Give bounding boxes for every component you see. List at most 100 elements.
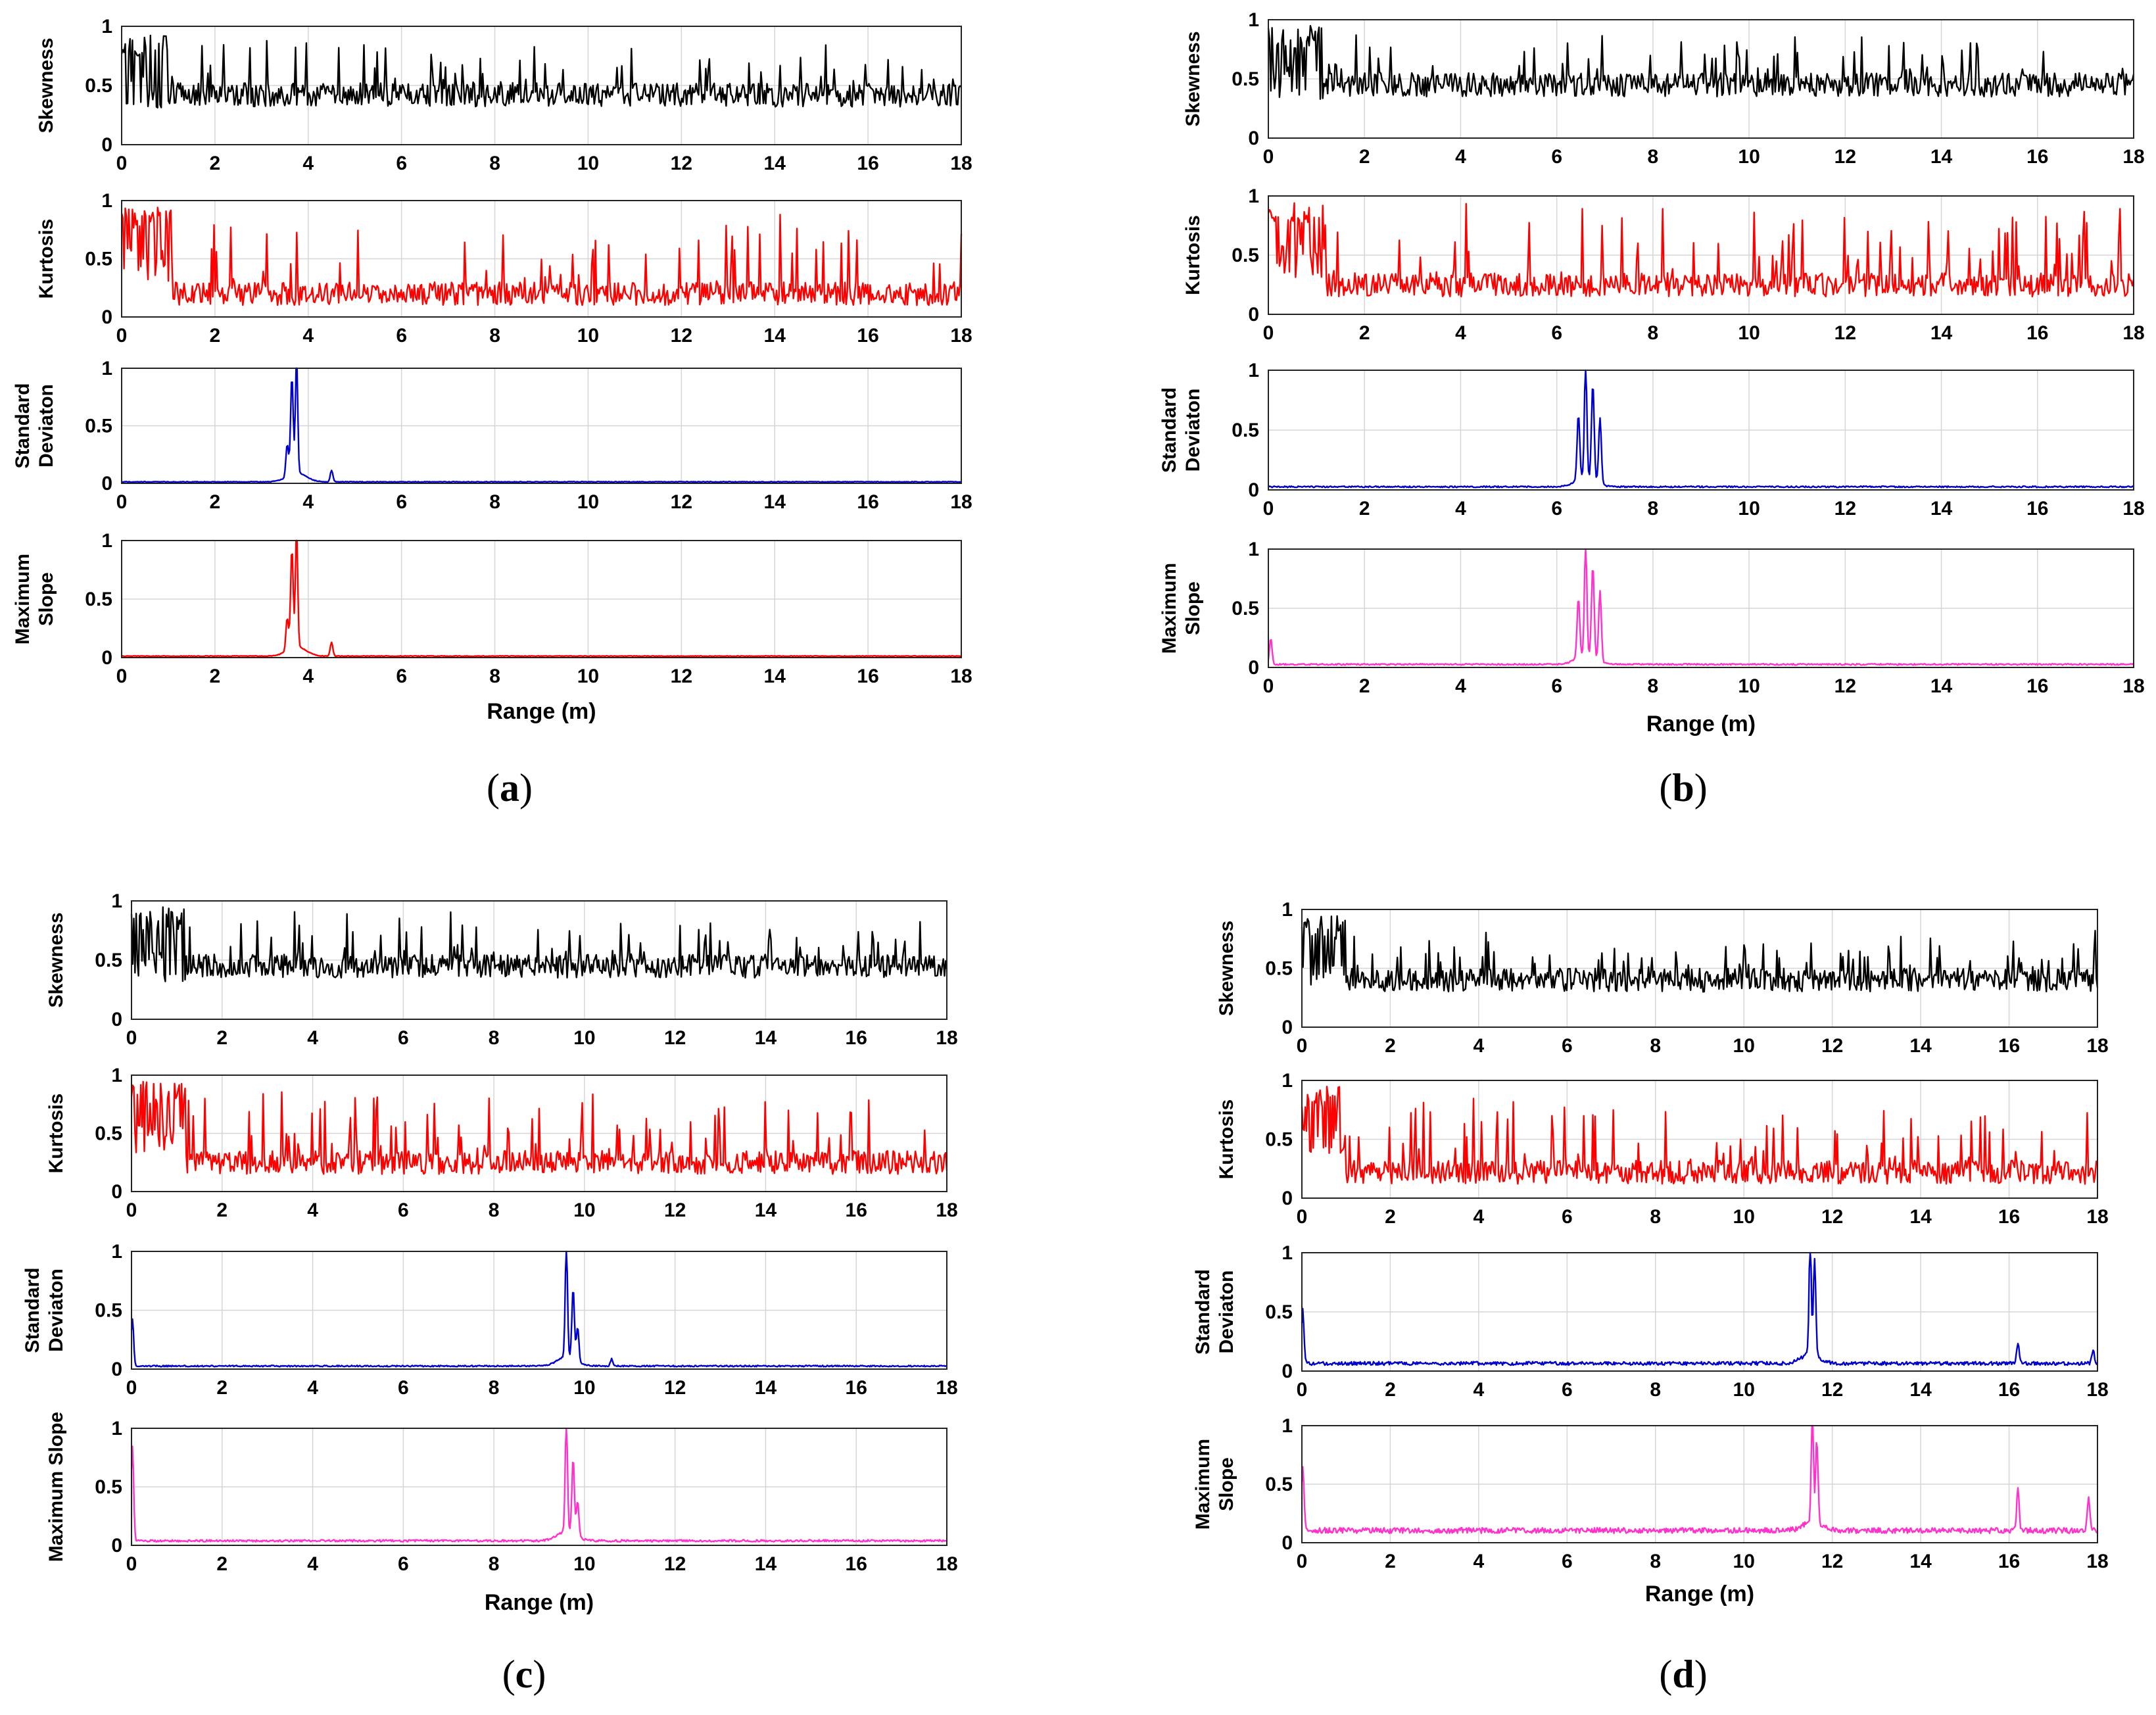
x-tick-label: 0	[116, 153, 128, 174]
x-tick-label: 2	[1359, 146, 1370, 168]
x-tick-label: 12	[664, 1377, 686, 1399]
y-axis-label-line: Deviaton	[1216, 1270, 1237, 1354]
x-tick-label: 18	[2086, 1035, 2108, 1057]
x-tick-label: 0	[116, 491, 128, 513]
x-tick-label: 18	[936, 1377, 957, 1399]
y-axis-label: Skewness	[1182, 31, 1204, 126]
caption-paren-close: )	[519, 766, 533, 809]
x-tick-label: 4	[307, 1377, 318, 1399]
x-tick-label: 16	[846, 1377, 867, 1399]
y-tick-label: 0	[1248, 304, 1259, 326]
y-tick-label: 0.5	[85, 75, 112, 97]
subplot-a-2: 0 2 4 6 8 10 12 14 16 18 0 0.5 1 Kurtosis	[36, 190, 972, 347]
y-tick-label: 0	[1248, 479, 1259, 501]
y-tick-label: 1	[1282, 1070, 1293, 1092]
x-tick-label: 2	[1359, 498, 1370, 519]
x-tick-label: 6	[1562, 1206, 1573, 1228]
x-tick-label: 6	[1562, 1379, 1573, 1401]
x-tick-label: 4	[302, 325, 314, 347]
y-tick-label: 0	[111, 1181, 122, 1203]
caption-letter: a	[500, 766, 519, 809]
x-tick-label: 8	[489, 665, 500, 687]
y-tick-label: 0	[111, 1535, 122, 1557]
x-tick-label: 14	[1930, 675, 1953, 697]
caption-paren-close: )	[1694, 1653, 1708, 1696]
x-tick-label: 8	[1650, 1206, 1661, 1228]
caption-paren-close: )	[1694, 766, 1708, 809]
x-tick-label: 12	[1834, 146, 1856, 168]
x-tick-label: 8	[489, 325, 500, 347]
x-tick-label: 12	[671, 665, 692, 687]
series-line	[1268, 369, 2134, 489]
caption-letter: d	[1672, 1653, 1694, 1696]
y-axis-label: Skewness	[1216, 921, 1237, 1016]
x-tick-label: 12	[1834, 498, 1856, 519]
y-axis-label-line: Skewness	[36, 37, 57, 133]
x-tick-label: 0	[126, 1377, 137, 1399]
x-tick-label: 14	[1909, 1551, 1932, 1572]
x-tick-label: 8	[1648, 322, 1659, 344]
axes-frame	[131, 900, 947, 1020]
y-axis-label-line: Standard	[1159, 387, 1180, 473]
panel-caption: (a)	[487, 766, 533, 809]
x-tick-label: 8	[1650, 1379, 1661, 1401]
axes-frame	[1268, 19, 2134, 139]
axes-frame	[1301, 1425, 2098, 1543]
subplot-b-4: 0 2 4 6 8 10 12 14 16 18 0 0.5 1 Maximum Slope	[1159, 539, 2145, 697]
x-axis-label: Range (m)	[1646, 712, 1756, 737]
series-line	[120, 206, 963, 306]
x-tick-label: 12	[1821, 1206, 1843, 1228]
x-tick-label: 14	[755, 1027, 777, 1049]
x-tick-label: 4	[1455, 675, 1466, 697]
x-tick-label: 2	[210, 491, 221, 513]
y-tick-label: 1	[111, 1241, 122, 1263]
y-tick-label: 1	[101, 190, 112, 212]
y-tick-label: 0	[101, 647, 112, 669]
x-tick-label: 14	[1909, 1035, 1932, 1057]
x-tick-label: 10	[573, 1199, 595, 1221]
x-tick-label: 12	[671, 491, 692, 513]
x-tick-label: 0	[1297, 1551, 1308, 1572]
x-tick-label: 4	[1455, 322, 1466, 344]
x-tick-label: 14	[764, 665, 786, 687]
x-tick-label: 8	[1648, 146, 1659, 168]
y-axis-label-line: Skewness	[45, 912, 67, 1007]
x-tick-label: 0	[126, 1027, 137, 1049]
x-tick-label: 16	[2026, 675, 2048, 697]
x-tick-label: 12	[1834, 322, 1856, 344]
x-tick-label: 0	[1297, 1035, 1308, 1057]
y-tick-label: 0.5	[85, 589, 112, 610]
x-tick-label: 10	[1738, 498, 1760, 519]
series-line	[1267, 202, 2135, 298]
caption-letter: b	[1672, 766, 1694, 809]
x-tick-label: 8	[489, 491, 500, 513]
x-tick-label: 16	[857, 153, 878, 174]
panel-caption: (d)	[1659, 1653, 1707, 1696]
y-axis-label-line: Maximum	[1159, 563, 1180, 654]
x-tick-label: 4	[1455, 146, 1466, 168]
x-tick-label: 4	[302, 153, 314, 174]
x-tick-label: 4	[1473, 1206, 1485, 1228]
x-tick-label: 6	[396, 153, 407, 174]
x-tick-label: 0	[126, 1199, 137, 1221]
x-tick-label: 2	[1385, 1551, 1396, 1572]
series-line	[130, 1080, 948, 1175]
subplot-a-4: 0 2 4 6 8 10 12 14 16 18 0 0.5 1 Maximum Slope	[12, 530, 972, 687]
x-tick-label: 2	[216, 1027, 228, 1049]
y-axis-label-line: Maximum	[12, 554, 34, 644]
x-tick-label: 4	[307, 1027, 318, 1049]
axes-frame	[121, 368, 962, 484]
x-tick-label: 10	[1733, 1035, 1755, 1057]
y-tick-label: 1	[1282, 1242, 1293, 1264]
y-tick-label: 1	[111, 1418, 122, 1439]
x-tick-label: 14	[1909, 1379, 1932, 1401]
x-tick-label: 4	[1473, 1379, 1485, 1401]
x-tick-label: 10	[573, 1377, 595, 1399]
x-tick-label: 2	[210, 665, 221, 687]
x-tick-label: 6	[1551, 322, 1562, 344]
x-tick-label: 14	[1930, 146, 1953, 168]
subplot-c-2: 0 2 4 6 8 10 12 14 16 18 0 0.5 1 Kurtosis	[45, 1065, 958, 1221]
